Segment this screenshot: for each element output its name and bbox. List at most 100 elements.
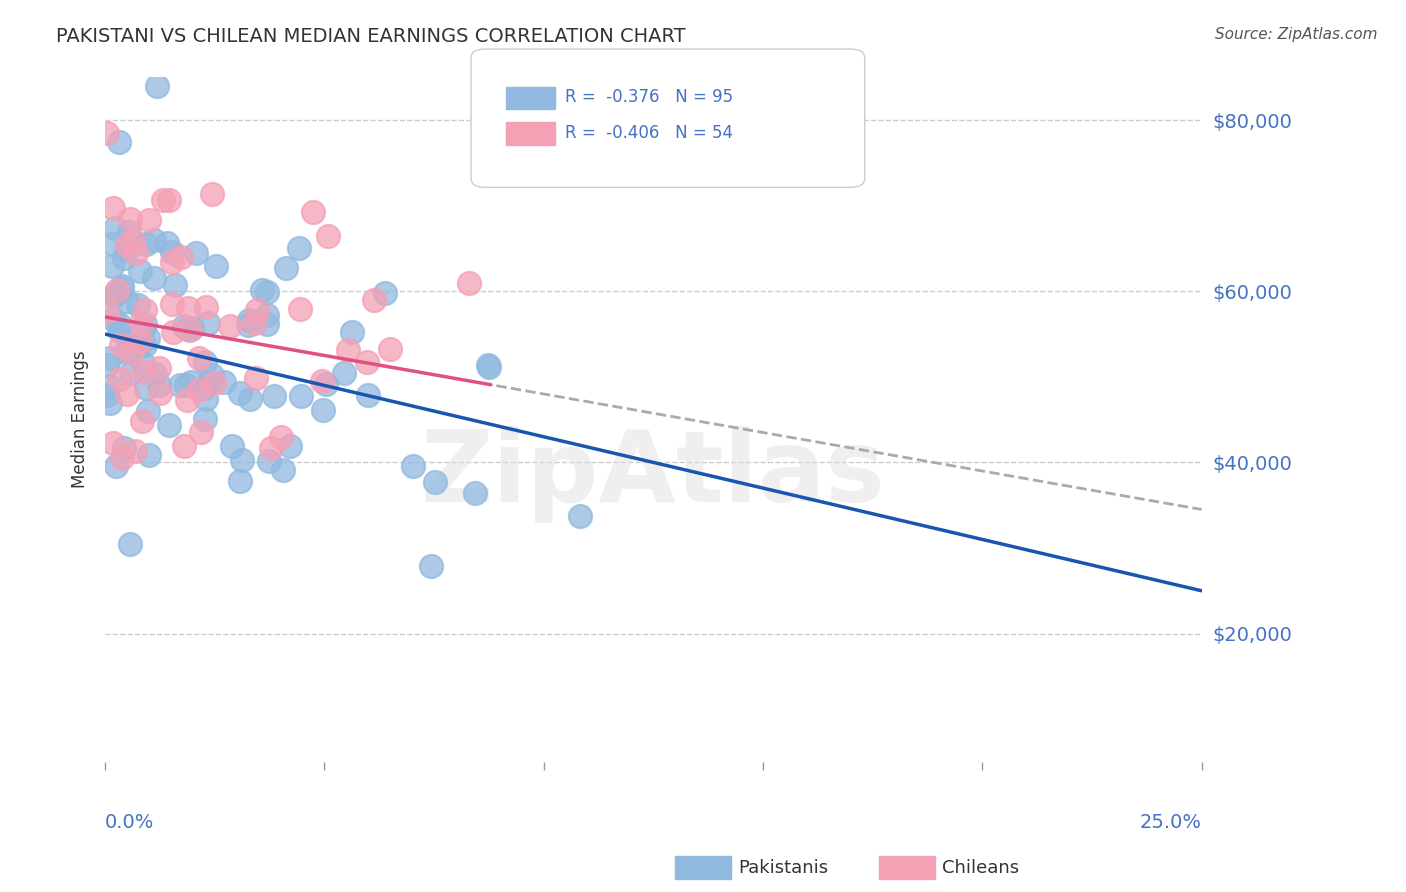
Point — [176, 322, 198, 336]
Point — [288, 301, 311, 316]
Point — [134, 338, 156, 352]
Point — [478, 359, 501, 374]
Point — [101, 312, 124, 326]
Point — [107, 135, 129, 149]
Point — [162, 325, 184, 339]
Point — [132, 356, 155, 370]
Point — [138, 404, 160, 418]
Point — [357, 388, 380, 402]
Point — [337, 343, 360, 357]
Point — [380, 342, 402, 356]
Point — [127, 298, 149, 312]
Point — [180, 376, 202, 390]
Point — [181, 321, 204, 335]
Text: 0.0%: 0.0% — [105, 814, 155, 832]
Point — [120, 366, 142, 380]
Point — [425, 475, 447, 490]
Text: R =  -0.406   N = 54: R = -0.406 N = 54 — [565, 124, 733, 142]
Point — [115, 387, 138, 401]
Point — [290, 389, 312, 403]
Point — [148, 360, 170, 375]
Point — [111, 279, 134, 293]
Point — [333, 366, 356, 380]
Point — [110, 338, 132, 352]
Point — [250, 283, 273, 297]
Point — [229, 474, 252, 488]
Point — [135, 236, 157, 251]
Text: R =  -0.376   N = 95: R = -0.376 N = 95 — [565, 88, 734, 106]
Point — [194, 412, 217, 426]
Point — [569, 508, 592, 523]
Point — [138, 212, 160, 227]
Point — [194, 355, 217, 369]
Point — [117, 333, 139, 347]
Point — [131, 414, 153, 428]
Point — [117, 237, 139, 252]
Point — [188, 351, 211, 365]
Point — [464, 486, 486, 500]
Point — [190, 425, 212, 440]
Point — [201, 186, 224, 201]
Point — [100, 351, 122, 365]
Point — [152, 193, 174, 207]
Point — [363, 293, 385, 308]
Point — [260, 442, 283, 456]
Point — [340, 326, 363, 340]
Point — [197, 316, 219, 330]
Point — [129, 264, 152, 278]
Point — [245, 370, 267, 384]
Point — [229, 386, 252, 401]
Text: Source: ZipAtlas.com: Source: ZipAtlas.com — [1215, 27, 1378, 42]
Point — [149, 385, 172, 400]
Point — [103, 435, 125, 450]
Point — [169, 251, 191, 265]
Point — [302, 204, 325, 219]
Point — [117, 243, 139, 257]
Point — [108, 372, 131, 386]
Point — [201, 368, 224, 382]
Point — [96, 388, 118, 402]
Point — [243, 317, 266, 331]
Point — [356, 355, 378, 369]
Point — [131, 334, 153, 349]
Point — [238, 313, 260, 327]
Point — [114, 344, 136, 359]
Point — [458, 277, 481, 291]
Point — [184, 246, 207, 260]
Point — [256, 318, 278, 332]
Point — [271, 463, 294, 477]
Point — [156, 235, 179, 250]
Point — [280, 439, 302, 453]
Point — [157, 418, 180, 433]
Point — [135, 381, 157, 395]
Text: 25.0%: 25.0% — [1140, 814, 1202, 832]
Point — [104, 221, 127, 235]
Point — [125, 245, 148, 260]
Point — [138, 448, 160, 462]
Point — [239, 392, 262, 406]
Point — [270, 429, 292, 443]
Point — [173, 439, 195, 453]
Point — [143, 367, 166, 381]
Point — [101, 201, 124, 215]
Point — [100, 259, 122, 273]
Point — [111, 450, 134, 465]
Point — [276, 261, 298, 276]
Point — [238, 318, 260, 332]
Text: Pakistanis: Pakistanis — [738, 859, 828, 877]
Text: Chileans: Chileans — [942, 859, 1019, 877]
Point — [194, 392, 217, 406]
Point — [108, 317, 131, 331]
Point — [160, 297, 183, 311]
Point — [173, 319, 195, 334]
Point — [112, 441, 135, 455]
Point — [312, 403, 335, 417]
Point — [121, 234, 143, 248]
Point — [193, 381, 215, 395]
Point — [105, 458, 128, 473]
Point — [256, 285, 278, 299]
Point — [198, 375, 221, 389]
Point — [120, 346, 142, 360]
Point — [195, 300, 218, 314]
Point — [96, 304, 118, 318]
